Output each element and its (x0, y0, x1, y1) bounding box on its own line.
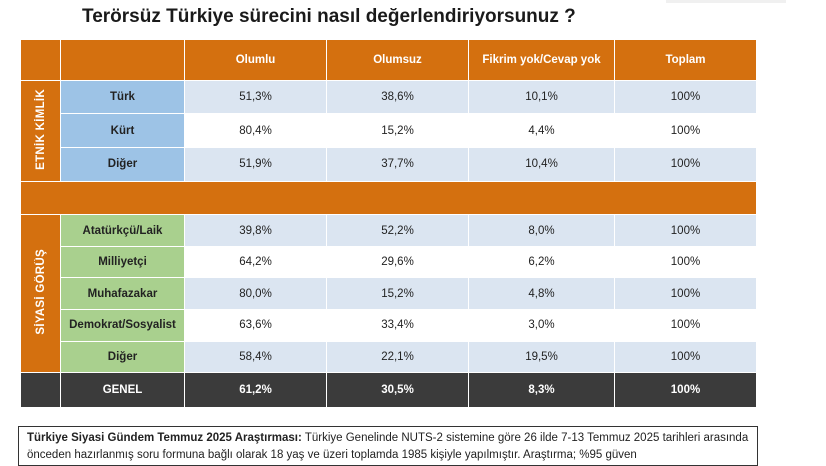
value-cell: 80,0% (184, 277, 327, 311)
note-heading: Türkiye Siyasi Gündem Temmuz 2025 Araştı… (27, 432, 302, 444)
table-row: Kürt 80,4% 15,2% 4,4% 100% (21, 113, 757, 149)
row-label: Kürt (60, 113, 185, 149)
table-row: Milliyetçi 64,2% 29,6% 6,2% 100% (21, 245, 757, 279)
value-cell: 51,9% (184, 147, 327, 182)
total-value: 8,3% (468, 372, 615, 408)
value-cell: 58,4% (184, 340, 327, 374)
table-row: SİYASİ GÖRÜŞ Atatürkçü/Laik 39,8% 52,2% … (20, 214, 757, 374)
row-label: Türk (60, 79, 185, 115)
value-cell: 80,4% (184, 113, 327, 149)
header-row: Olumlu Olumsuz Fikrim yok/Cevap yok Topl… (20, 39, 757, 81)
total-label: GENEL (60, 372, 185, 408)
table-row: Demokrat/Sosyalist 63,6% 33,4% 3,0% 100% (21, 309, 757, 342)
table-row: Diğer 51,9% 37,7% 10,4% 100% (21, 147, 757, 182)
table-row: Diğer 58,4% 22,1% 19,5% 100% (21, 340, 757, 374)
total-row: GENEL 61,2% 30,5% 8,3% 100% (20, 372, 757, 408)
value-cell: 64,2% (184, 245, 327, 279)
value-cell: 39,8% (184, 214, 327, 247)
total-value: 100% (614, 372, 757, 408)
value-cell: 100% (614, 309, 757, 342)
value-cell: 100% (614, 277, 757, 311)
corner-cell (20, 39, 61, 81)
results-table: Olumlu Olumsuz Fikrim yok/Cevap yok Topl… (20, 39, 757, 408)
value-cell: 3,0% (468, 309, 615, 342)
table-row: Muhafazakar 80,0% 15,2% 4,8% 100% (21, 277, 757, 311)
row-label: Diğer (60, 147, 185, 182)
column-header: Olumsuz (326, 39, 469, 81)
value-cell: 100% (614, 113, 757, 149)
value-cell: 15,2% (326, 277, 469, 311)
table-row: ETNİK KİMLİK Türk 51,3% 38,6% 10,1% 100% (20, 79, 757, 182)
value-cell: 37,7% (326, 147, 469, 182)
separator-row (20, 180, 757, 216)
top-decoration (666, 0, 786, 3)
note-text: Türkiye Genelinde NUTS-2 sistemine göre … (27, 432, 749, 461)
row-label: Muhafazakar (60, 277, 185, 311)
value-cell: 10,1% (468, 79, 615, 115)
value-cell: 22,1% (326, 340, 469, 374)
value-cell: 19,5% (468, 340, 615, 374)
row-label: Atatürkçü/Laik (60, 214, 185, 247)
row-label: Diğer (60, 340, 185, 374)
value-cell: 100% (614, 214, 757, 247)
value-cell: 10,4% (468, 147, 615, 182)
row-label: Milliyetçi (60, 245, 185, 279)
value-cell: 4,8% (468, 277, 615, 311)
value-cell: 15,2% (326, 113, 469, 149)
column-header: Toplam (614, 39, 757, 81)
value-cell: 38,6% (326, 79, 469, 115)
total-value: 30,5% (326, 372, 469, 408)
value-cell: 8,0% (468, 214, 615, 247)
section-label-ethnic: ETNİK KİMLİK (20, 79, 61, 182)
value-cell: 63,6% (184, 309, 327, 342)
value-cell: 51,3% (184, 79, 327, 115)
methodology-note: Türkiye Siyasi Gündem Temmuz 2025 Araştı… (18, 426, 758, 466)
value-cell: 100% (614, 340, 757, 374)
page-title: Terörsüz Türkiye sürecini nasıl değerlen… (82, 6, 576, 27)
total-value: 61,2% (184, 372, 327, 408)
value-cell: 6,2% (468, 245, 615, 279)
value-cell: 29,6% (326, 245, 469, 279)
column-header: Fikrim yok/Cevap yok (468, 39, 615, 81)
value-cell: 100% (614, 147, 757, 182)
separator-cell (20, 180, 757, 216)
value-cell: 100% (614, 79, 757, 115)
column-header: Olumlu (184, 39, 327, 81)
value-cell: 33,4% (326, 309, 469, 342)
row-label: Demokrat/Sosyalist (60, 309, 185, 342)
total-side-cell (20, 372, 61, 408)
section-label-political: SİYASİ GÖRÜŞ (20, 214, 61, 374)
value-cell: 100% (614, 245, 757, 279)
corner-cell-2 (60, 39, 185, 81)
value-cell: 4,4% (468, 113, 615, 149)
value-cell: 52,2% (326, 214, 469, 247)
